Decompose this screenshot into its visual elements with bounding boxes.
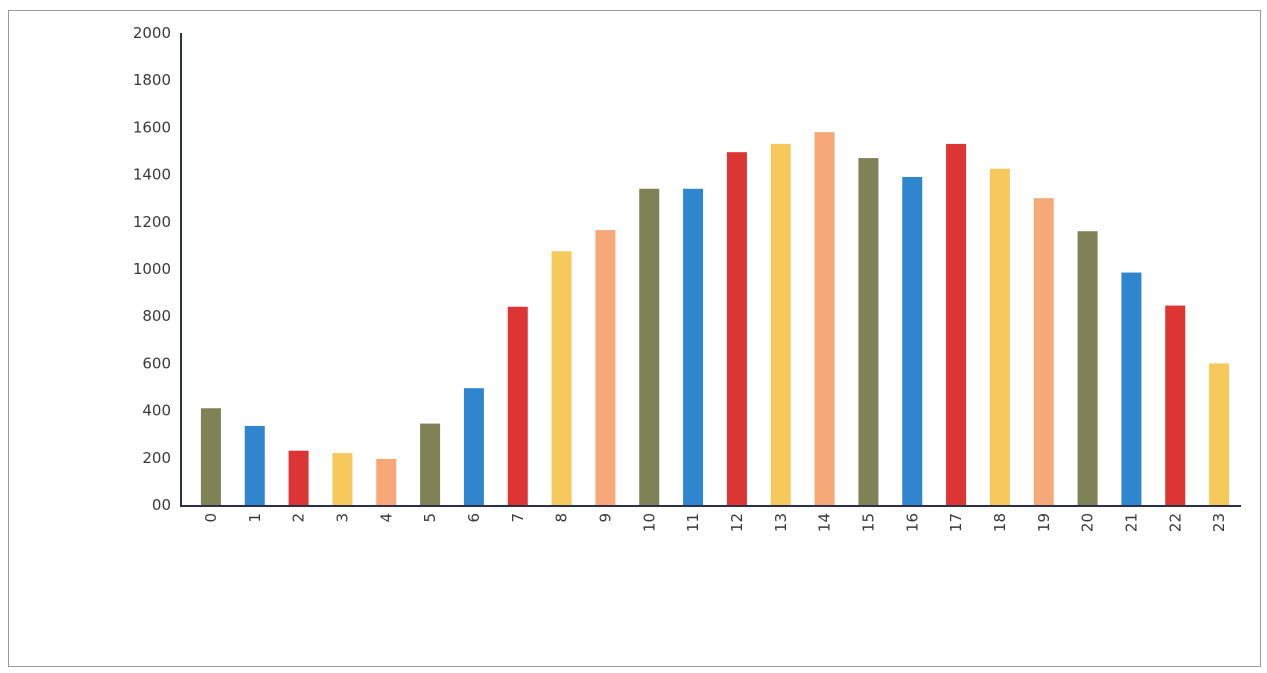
- y-tick-label: 1800: [133, 71, 171, 89]
- x-tick-label: 4: [377, 513, 395, 523]
- y-tick-label: 1400: [133, 166, 171, 184]
- x-tick-label: 2: [290, 513, 308, 523]
- bar: [244, 425, 265, 505]
- bar: [726, 152, 747, 505]
- y-tick-label: 800: [142, 307, 171, 325]
- x-tick-label: 7: [509, 513, 527, 523]
- bar: [946, 143, 967, 506]
- bar: [200, 408, 221, 505]
- y-tick-label: 00: [152, 496, 171, 514]
- bars: [200, 132, 1230, 506]
- bar: [770, 143, 791, 506]
- x-tick-label: 18: [991, 513, 1009, 532]
- y-tick-label: 200: [142, 449, 171, 467]
- x-tick-label: 17: [947, 513, 965, 532]
- bar: [376, 458, 397, 505]
- x-tick-label: 14: [816, 513, 834, 532]
- bar: [858, 158, 879, 505]
- x-tick-label: 21: [1122, 513, 1140, 532]
- x-tick-label: 6: [465, 513, 483, 523]
- x-tick-label: 1: [246, 513, 264, 523]
- bar: [332, 453, 353, 505]
- x-tick-label: 22: [1166, 513, 1184, 532]
- x-tick-label: 20: [1079, 513, 1097, 532]
- x-tick-label: 5: [421, 513, 439, 523]
- bar: [639, 188, 660, 505]
- bar: [1209, 363, 1230, 505]
- y-tick-label: 2000: [133, 24, 171, 42]
- bar: [1033, 198, 1054, 505]
- x-tick-label: 8: [553, 513, 571, 523]
- x-tick-label: 12: [728, 513, 746, 532]
- bar: [1165, 305, 1186, 505]
- bar: [1077, 231, 1098, 506]
- bar: [507, 306, 528, 505]
- bar: [551, 251, 572, 505]
- x-tick-label: 11: [684, 513, 702, 532]
- bar: [989, 168, 1010, 505]
- y-tick-label: 1600: [133, 118, 171, 136]
- y-tick-label: 600: [142, 354, 171, 372]
- bar: [683, 188, 704, 505]
- bar: [902, 176, 923, 505]
- y-tick-label: 1000: [133, 260, 171, 278]
- x-tick-label: 23: [1210, 513, 1228, 532]
- chart-frame: 00 200 400 600 800 1000 1200 1400 1600 1800 2000 0…: [8, 10, 1261, 667]
- x-tick-label: 13: [772, 513, 790, 532]
- y-axis: 00 200 400 600 800 1000 1200 1400 1600 1800 2000: [133, 24, 182, 514]
- bar: [288, 450, 309, 505]
- x-tick-label: 9: [596, 513, 614, 523]
- y-tick-label: 1200: [133, 213, 171, 231]
- x-tick-label: 15: [859, 513, 877, 532]
- x-tick-label: 10: [640, 513, 658, 532]
- x-axis: 0 1 2 3 4 5 6 7 8 9 10 11 12 13 14 15 16 17 18 19 20 21 22 23: [181, 505, 1241, 532]
- bar: [463, 388, 484, 505]
- bar: [420, 423, 441, 505]
- y-tick-label: 400: [142, 402, 171, 420]
- bar: [595, 230, 616, 505]
- x-tick-label: 16: [903, 513, 921, 532]
- x-tick-label: 3: [333, 513, 351, 523]
- x-tick-label: 19: [1035, 513, 1053, 532]
- bar: [1121, 272, 1142, 505]
- bar: [814, 132, 835, 505]
- x-tick-label: 0: [202, 513, 220, 523]
